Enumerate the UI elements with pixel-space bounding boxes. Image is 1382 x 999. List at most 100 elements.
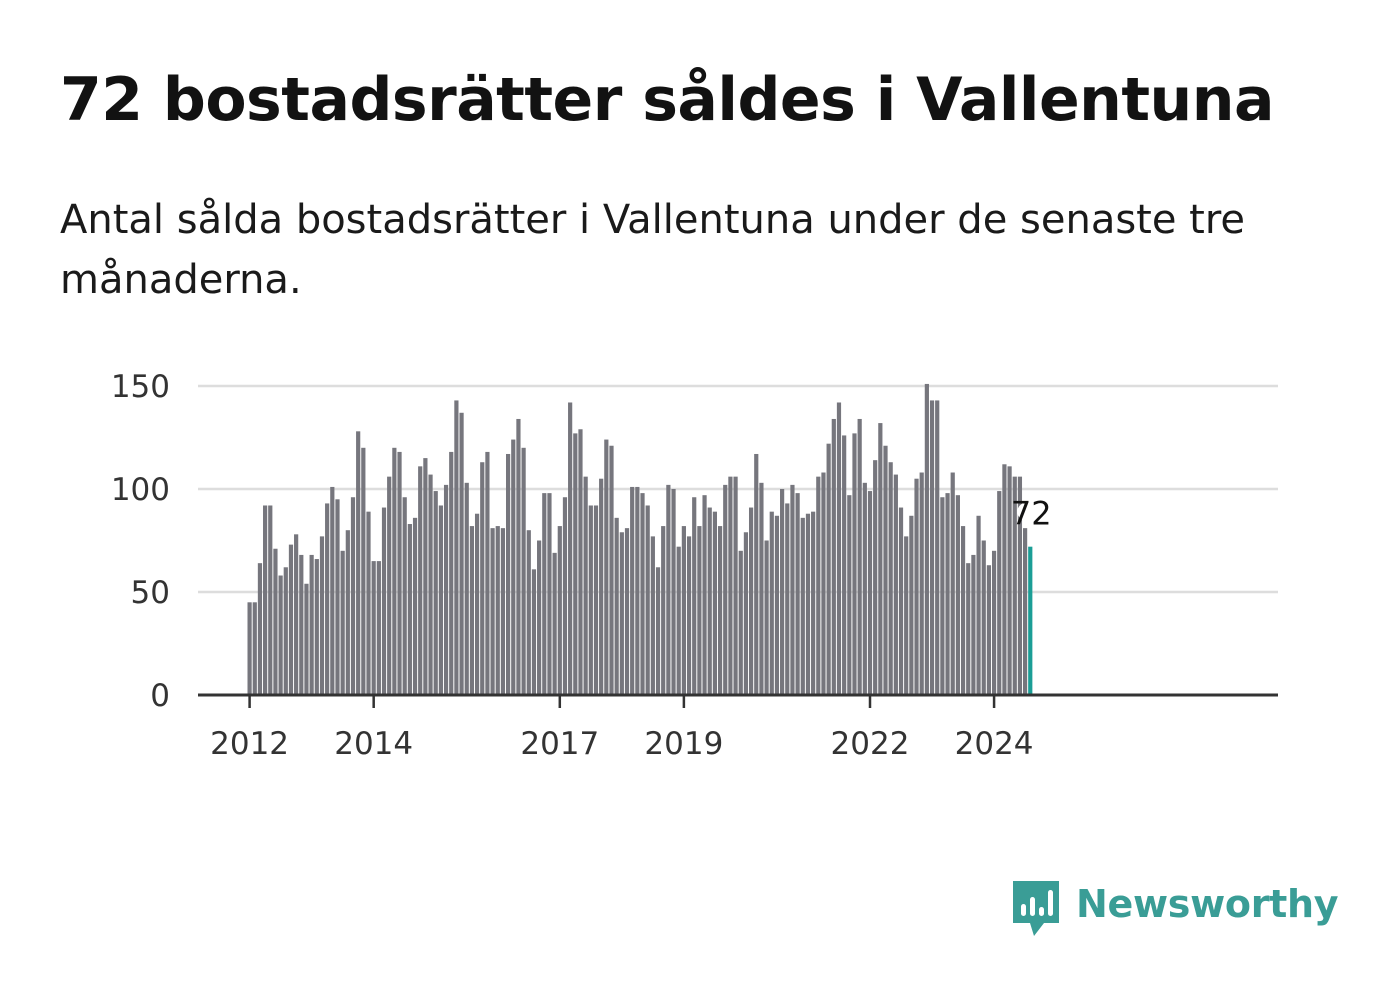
x-tick-label-2024: 2024 [955,726,1034,762]
y-tick-label-150: 150 [111,369,170,405]
bar [335,499,340,695]
bars [247,383,1033,695]
bar [366,511,371,695]
bar [304,583,309,695]
bar [273,548,278,695]
bar [676,546,681,695]
bar [800,517,805,695]
bar [537,540,542,695]
bar [454,400,459,695]
bar [619,532,624,695]
bar [485,451,490,695]
axes: 0 50 100 150 2012 2014 2017 2019 2022 2024 [111,369,1278,762]
bar [340,550,345,695]
bar [873,460,878,695]
bar [847,495,852,695]
bar [904,536,909,695]
bar [314,559,319,695]
bar [661,526,666,695]
bar [397,451,402,695]
bar-chart: 0 50 100 150 2012 2014 2017 2019 2022 2024 72 [111,369,1278,762]
bar [356,431,361,695]
bar [733,476,738,695]
bar [345,530,350,695]
bar [531,569,537,695]
bar [960,526,966,695]
bar [288,544,294,695]
bar [976,515,981,695]
bar [371,561,376,695]
bar [263,505,268,695]
bar [1002,464,1007,695]
bar [1007,466,1012,695]
bar [867,491,873,695]
bar [593,505,599,695]
y-tick-label-50: 50 [131,575,170,611]
newsworthy-chart-bubble-icon [1013,881,1059,936]
bar [769,511,774,695]
bar [707,507,712,695]
bar [738,550,743,695]
bar [811,511,816,695]
bar [614,517,619,695]
bar [774,515,780,695]
bar [728,476,733,695]
bar [655,567,661,695]
bar [511,439,516,695]
bar [604,439,609,695]
bar [361,447,366,695]
bar [1023,528,1028,695]
bar [919,472,924,695]
bar [950,472,955,695]
bar [438,505,443,695]
bar [1017,476,1023,695]
bar [294,534,299,695]
bar [387,476,392,695]
bar [624,528,630,695]
bar [309,554,314,695]
bar [506,453,511,695]
bar [1012,476,1017,695]
bar [650,536,655,695]
bar [971,554,976,695]
bar [645,505,650,695]
bar [898,507,904,695]
bar [692,497,697,695]
bar [562,497,568,695]
bar [986,565,992,695]
bar [805,513,811,695]
bar [542,493,547,695]
bar [500,528,506,695]
bar [909,515,914,695]
bar [319,536,325,695]
bar [862,482,867,695]
bar [743,532,749,695]
x-tick-label-2014: 2014 [334,726,413,762]
bar [330,486,335,695]
bar [573,433,578,695]
bar [888,462,893,695]
y-tick-label-100: 100 [111,472,170,508]
bar [924,383,929,695]
bar [671,489,676,695]
bar [666,484,671,695]
data-labels: 72 [1011,495,1052,533]
bar [717,526,723,695]
bar [552,552,557,695]
bar [997,491,1002,695]
bar [547,493,552,695]
bar [764,540,769,695]
bar-highlighted [1028,546,1033,695]
bar [686,536,692,695]
bar [826,443,831,695]
newsworthy-logo: Newsworthy [1010,878,1339,942]
bar [418,466,423,695]
bar [795,493,800,695]
bar [247,602,252,695]
bar [816,476,821,695]
bar [748,507,754,695]
bar [981,540,986,695]
x-tick-label-2019: 2019 [644,726,723,762]
bar [609,445,614,695]
bar [893,474,898,695]
